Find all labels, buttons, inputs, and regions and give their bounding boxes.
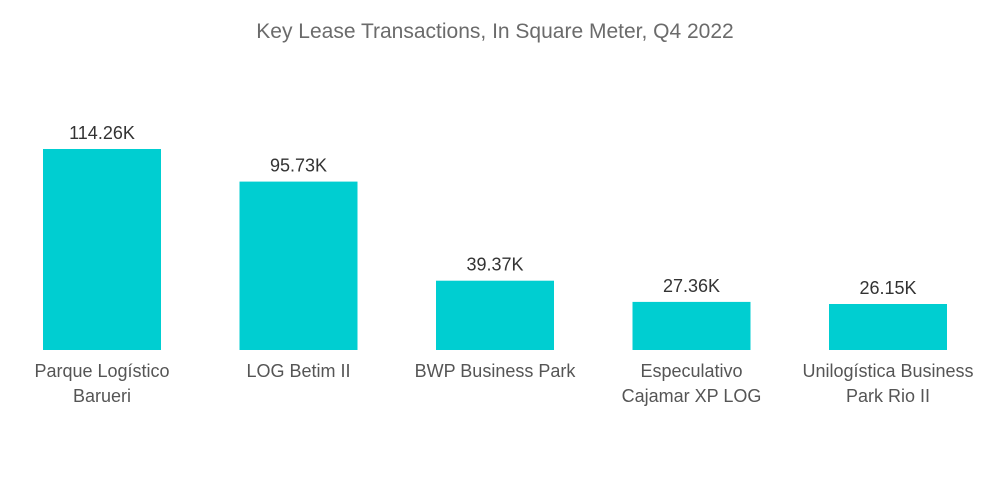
category-label-2: BWP Business Park: [415, 361, 577, 381]
category-label-3-line-1: Cajamar XP LOG: [622, 386, 762, 406]
value-labels-layer: 114.26K 95.73K 39.37K 27.36K 26.15K: [69, 123, 916, 298]
bars-layer: [43, 149, 947, 350]
bar-0: [43, 149, 161, 350]
bar-4: [829, 304, 947, 350]
value-label-1: 95.73K: [270, 156, 327, 176]
value-label-4: 26.15K: [859, 278, 916, 298]
category-labels-layer: Parque Logístico Barueri LOG Betim II BWP B…: [34, 361, 973, 406]
chart-title: Key Lease Transactions, In Square Meter,…: [256, 20, 733, 43]
category-label-4-line-1: Park Rio II: [846, 386, 930, 406]
bar-1: [239, 181, 358, 350]
bar-3: [632, 301, 751, 350]
bar-2: [436, 280, 554, 350]
category-label-0-line-0: Parque Logístico: [34, 361, 169, 381]
category-label-0-line-1: Barueri: [73, 386, 131, 406]
category-label-3-line-0: Especulativo: [640, 361, 742, 381]
value-label-0: 114.26K: [69, 123, 135, 143]
category-label-4-line-0: Unilogística Business: [802, 361, 973, 381]
value-label-3: 27.36K: [663, 276, 720, 296]
category-label-1: LOG Betim II: [246, 361, 350, 381]
value-label-2: 39.37K: [466, 255, 523, 275]
